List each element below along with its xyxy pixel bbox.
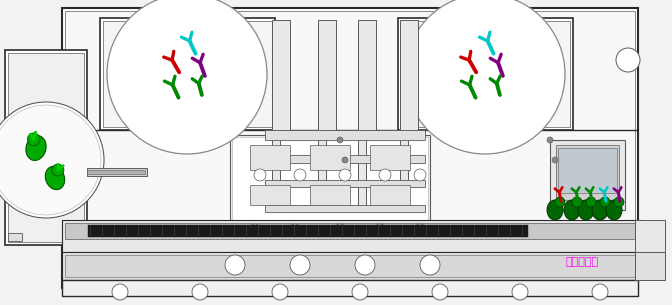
Ellipse shape xyxy=(547,200,563,220)
Bar xyxy=(272,130,280,210)
Ellipse shape xyxy=(564,200,580,220)
Ellipse shape xyxy=(555,197,565,207)
Bar xyxy=(62,220,642,252)
Circle shape xyxy=(294,169,306,181)
Ellipse shape xyxy=(586,197,596,207)
Circle shape xyxy=(339,169,351,181)
Circle shape xyxy=(552,157,558,163)
Bar xyxy=(310,185,350,205)
Bar xyxy=(310,145,350,170)
Circle shape xyxy=(374,224,386,236)
Circle shape xyxy=(0,102,104,218)
Bar xyxy=(358,20,376,130)
Ellipse shape xyxy=(578,200,594,220)
Bar xyxy=(70,233,84,241)
Bar xyxy=(550,140,625,210)
Circle shape xyxy=(414,169,426,181)
Circle shape xyxy=(405,0,565,154)
Bar xyxy=(250,185,290,205)
Bar xyxy=(318,20,336,130)
Ellipse shape xyxy=(592,200,608,220)
Bar xyxy=(558,148,617,193)
Circle shape xyxy=(512,284,528,300)
Bar xyxy=(230,135,430,265)
Bar xyxy=(400,130,408,210)
Bar xyxy=(265,205,425,212)
Bar xyxy=(62,252,638,280)
Bar xyxy=(65,11,635,285)
Text: 成品输送线: 成品输送线 xyxy=(565,257,598,267)
Circle shape xyxy=(379,169,391,181)
Bar xyxy=(87,170,145,174)
Circle shape xyxy=(290,255,310,275)
Bar xyxy=(8,233,22,241)
Bar xyxy=(358,130,366,210)
Bar xyxy=(5,50,87,245)
Bar xyxy=(635,252,665,280)
Bar xyxy=(265,130,425,140)
Bar xyxy=(65,223,639,239)
Circle shape xyxy=(334,224,346,236)
Bar xyxy=(62,280,638,296)
Bar xyxy=(556,145,619,200)
Circle shape xyxy=(112,284,128,300)
Circle shape xyxy=(414,224,426,236)
Circle shape xyxy=(420,255,440,275)
Circle shape xyxy=(272,284,288,300)
Circle shape xyxy=(289,224,301,236)
Bar xyxy=(88,225,528,237)
Ellipse shape xyxy=(28,133,40,145)
Ellipse shape xyxy=(614,197,624,207)
Circle shape xyxy=(249,224,261,236)
Circle shape xyxy=(107,0,267,154)
Bar xyxy=(232,137,428,263)
Circle shape xyxy=(342,157,348,163)
Ellipse shape xyxy=(606,200,622,220)
Circle shape xyxy=(355,255,375,275)
Bar xyxy=(250,145,290,170)
Bar xyxy=(265,180,425,187)
Bar xyxy=(318,130,326,210)
Ellipse shape xyxy=(52,164,64,176)
Circle shape xyxy=(225,255,245,275)
Circle shape xyxy=(547,137,553,143)
Bar xyxy=(65,255,635,277)
Bar xyxy=(62,8,638,288)
Bar xyxy=(635,220,665,252)
Circle shape xyxy=(0,105,101,215)
Bar xyxy=(8,53,84,242)
Bar xyxy=(370,145,410,170)
Ellipse shape xyxy=(45,166,65,190)
Bar xyxy=(272,20,290,130)
Bar xyxy=(87,168,147,176)
Circle shape xyxy=(432,284,448,300)
Circle shape xyxy=(616,48,640,72)
Ellipse shape xyxy=(600,197,610,207)
Bar xyxy=(100,18,275,130)
Bar xyxy=(398,18,573,130)
Bar xyxy=(265,155,425,163)
Bar xyxy=(401,21,570,127)
Circle shape xyxy=(337,137,343,143)
Bar xyxy=(103,21,272,127)
Circle shape xyxy=(192,284,208,300)
Circle shape xyxy=(352,284,368,300)
Circle shape xyxy=(592,284,608,300)
Bar xyxy=(370,185,410,205)
Bar xyxy=(400,20,418,130)
Ellipse shape xyxy=(26,135,46,160)
Ellipse shape xyxy=(572,197,582,207)
Circle shape xyxy=(254,169,266,181)
